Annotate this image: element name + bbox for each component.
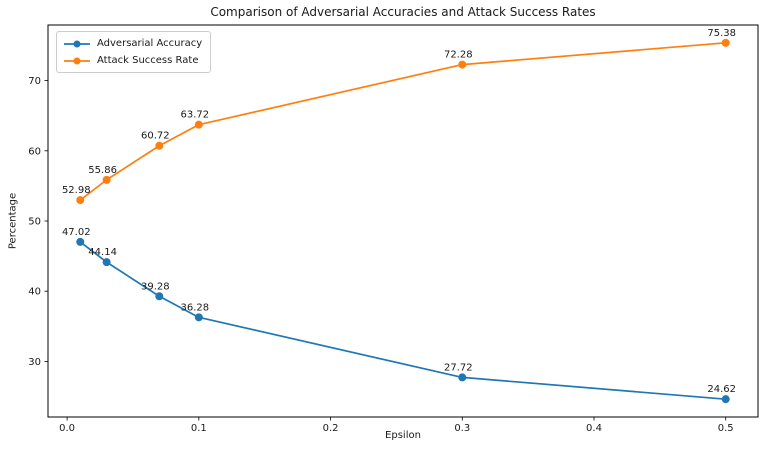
legend-item-attack-success-rate: Attack Success Rate <box>63 53 202 68</box>
chart-title: Comparison of Adversarial Accuracies and… <box>210 5 596 19</box>
data-point-label: 47.02 <box>62 227 91 238</box>
x-tick-label: 0.3 <box>454 423 470 434</box>
data-point-label: 36.28 <box>181 302 210 313</box>
data-point-marker <box>458 60 467 69</box>
data-point-label: 63.72 <box>181 110 210 121</box>
series-line-attack-success-rate <box>79 41 726 201</box>
data-point-marker <box>194 313 203 322</box>
x-tick-label: 0.2 <box>323 423 339 434</box>
x-axis-label: Epsilon <box>385 430 421 441</box>
legend-line-marker-icon <box>64 57 90 64</box>
data-point-label: 75.38 <box>707 28 736 39</box>
x-tick-label: 0.4 <box>586 423 602 434</box>
data-point-marker <box>721 38 730 47</box>
x-tick-label: 0.5 <box>718 423 734 434</box>
data-point-marker <box>155 141 164 150</box>
data-point-label: 55.86 <box>88 165 117 176</box>
x-tick-label: 0.1 <box>191 423 207 434</box>
y-tick-label: 70 <box>28 76 41 87</box>
legend-item-adversarial-accuracy: Adversarial Accuracy <box>63 36 202 51</box>
data-point-marker <box>76 237 85 246</box>
legend-label-attack-success-rate: Attack Success Rate <box>97 55 199 66</box>
y-tick-label: 30 <box>28 357 41 368</box>
legend-label-adversarial-accuracy: Adversarial Accuracy <box>97 38 203 49</box>
data-point-marker <box>76 196 85 205</box>
data-point-marker <box>194 120 203 129</box>
data-point-label: 44.14 <box>88 247 117 258</box>
data-point-label: 27.72 <box>444 362 473 373</box>
y-axis-ticks: 30 40 50 60 70 <box>28 76 48 368</box>
data-point-label: 60.72 <box>141 131 170 142</box>
x-axis-ticks: 0.0 0.1 0.2 0.3 0.4 0.5 <box>59 417 734 434</box>
y-tick-label: 40 <box>28 287 41 298</box>
y-axis-label: Percentage <box>7 192 19 250</box>
legend-line-marker-icon <box>64 40 90 47</box>
data-point-marker <box>721 395 730 404</box>
series-line-adversarial-accuracy <box>79 241 726 401</box>
data-point-marker <box>458 373 467 382</box>
data-point-marker <box>102 175 111 184</box>
series-attack-success-rate: 52.98 55.86 60.72 63.72 72.28 75.38 <box>62 28 736 205</box>
data-point-marker <box>102 258 111 267</box>
data-point-label: 39.28 <box>141 281 170 292</box>
x-tick-label: 0.0 <box>59 423 75 434</box>
series-adversarial-accuracy: 47.02 44.14 39.28 36.28 27.72 24.62 <box>62 227 736 404</box>
legend: Adversarial Accuracy Attack Success Rate <box>56 31 212 73</box>
data-point-marker <box>155 292 164 301</box>
y-tick-label: 50 <box>28 217 41 228</box>
y-tick-label: 60 <box>28 146 41 157</box>
data-point-label: 52.98 <box>62 185 91 196</box>
data-point-label: 24.62 <box>707 384 736 395</box>
data-point-label: 72.28 <box>444 50 473 61</box>
axes-spines <box>47 24 759 418</box>
